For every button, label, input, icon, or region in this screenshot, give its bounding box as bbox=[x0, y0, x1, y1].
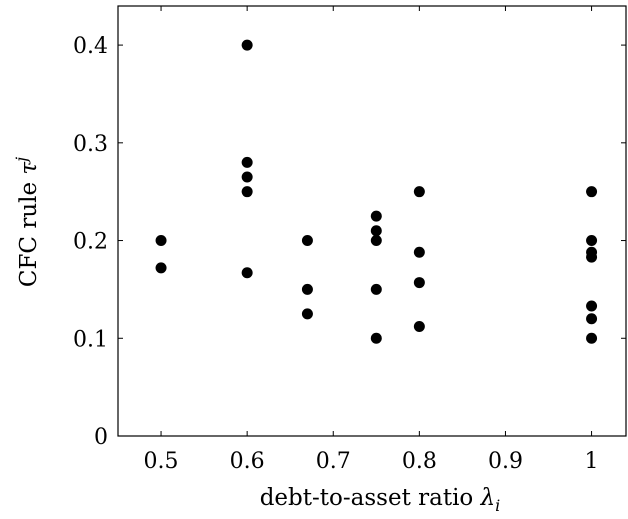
data-point bbox=[586, 332, 598, 344]
x-axis-title: debt-to-asset ratio λi bbox=[260, 485, 501, 515]
data-point bbox=[413, 246, 425, 258]
data-point bbox=[586, 313, 598, 325]
x-tick-label: 0.8 bbox=[402, 449, 437, 474]
axis-ticks bbox=[118, 6, 626, 437]
data-point bbox=[241, 171, 253, 183]
x-tick-label: 0.6 bbox=[230, 449, 265, 474]
y-tick-label: 0.3 bbox=[73, 132, 108, 157]
data-point bbox=[301, 235, 313, 247]
y-tick-label: 0.4 bbox=[73, 34, 108, 59]
y-tick-label: 0.2 bbox=[73, 230, 108, 255]
data-point bbox=[413, 277, 425, 289]
data-point bbox=[241, 156, 253, 168]
y-axis-title: CFC rule τj bbox=[12, 157, 42, 287]
data-point bbox=[301, 308, 313, 320]
x-tick-label: 1 bbox=[585, 449, 599, 474]
y-tick-label: 0.1 bbox=[73, 327, 108, 352]
x-tick-label: 0.7 bbox=[316, 449, 351, 474]
y-tick-label: 0 bbox=[94, 425, 108, 450]
data-point bbox=[586, 251, 598, 263]
x-tick-label: 0.5 bbox=[144, 449, 179, 474]
data-point bbox=[586, 186, 598, 198]
data-point bbox=[413, 186, 425, 198]
data-points bbox=[155, 39, 598, 344]
plot-frame bbox=[117, 5, 627, 437]
data-point bbox=[241, 267, 253, 279]
data-point bbox=[586, 300, 598, 312]
data-point bbox=[241, 39, 253, 51]
data-point bbox=[155, 262, 167, 274]
data-point bbox=[370, 210, 382, 222]
data-point bbox=[301, 283, 313, 295]
x-tick-label: 0.9 bbox=[488, 449, 523, 474]
data-point bbox=[241, 186, 253, 198]
data-point bbox=[586, 235, 598, 247]
data-point bbox=[370, 283, 382, 295]
data-point bbox=[155, 235, 167, 247]
data-point bbox=[413, 321, 425, 333]
data-point bbox=[370, 225, 382, 237]
data-point bbox=[370, 332, 382, 344]
data-point bbox=[370, 235, 382, 247]
axis-tick-labels: 0.5 0.6 0.7 0.8 0.9 1 0 0.1 0.2 0.3 0.4 bbox=[73, 34, 599, 474]
